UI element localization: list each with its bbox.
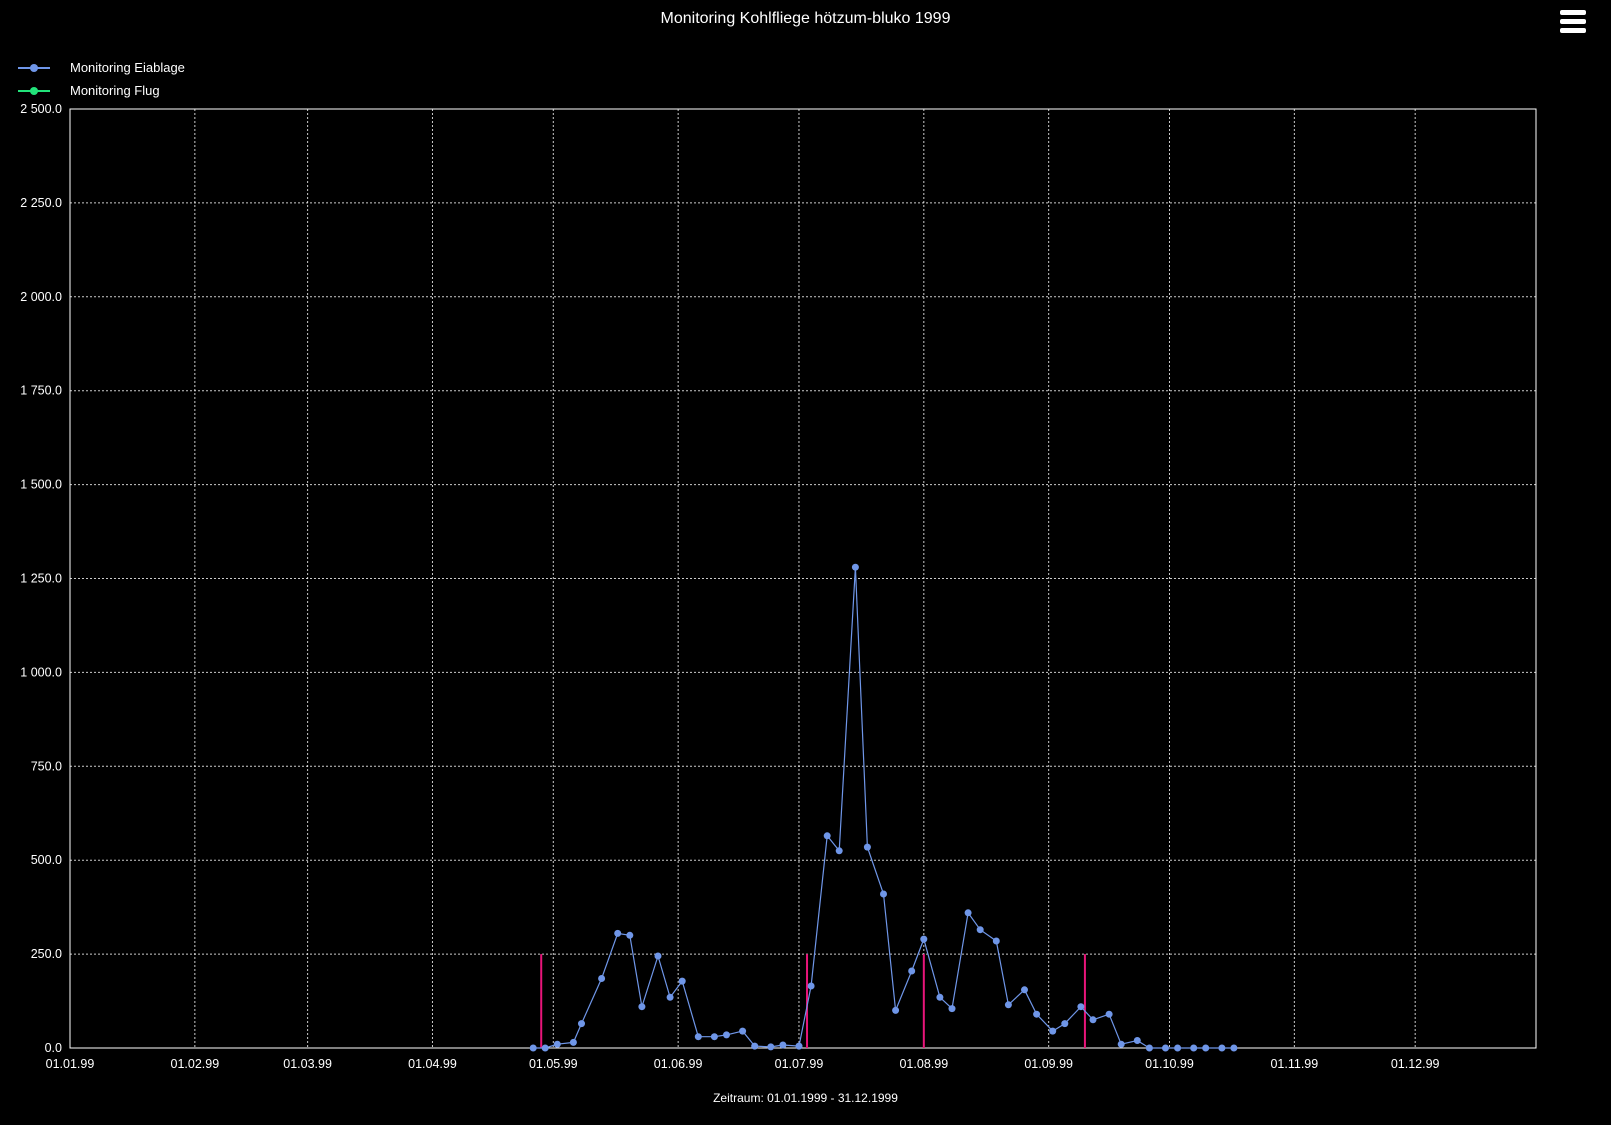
hamburger-menu-button[interactable]	[1560, 10, 1586, 36]
x-tick-label: 01.07.99	[775, 1057, 824, 1071]
hamburger-icon-bar	[1560, 28, 1586, 33]
data-point	[666, 993, 674, 1001]
data-point	[654, 952, 662, 960]
series-line-0	[533, 567, 1234, 1049]
data-point	[1202, 1044, 1210, 1052]
x-tick-label: 01.08.99	[899, 1057, 948, 1071]
data-point	[541, 1044, 549, 1052]
data-point	[1230, 1044, 1238, 1052]
data-point	[710, 1033, 718, 1041]
data-point	[1049, 1027, 1057, 1035]
data-point	[964, 909, 972, 917]
hamburger-icon-bar	[1560, 19, 1586, 24]
data-point	[1105, 1010, 1113, 1018]
data-point	[626, 931, 634, 939]
x-tick-label: 01.12.99	[1391, 1057, 1440, 1071]
data-point	[529, 1044, 537, 1052]
data-point	[723, 1031, 730, 1039]
y-tick-label: 750.0	[31, 759, 62, 773]
data-point	[936, 993, 944, 1001]
data-point	[880, 890, 887, 898]
x-tick-label: 01.02.99	[171, 1057, 220, 1071]
data-point	[553, 1040, 561, 1048]
data-point	[1145, 1044, 1153, 1052]
data-point	[779, 1041, 787, 1049]
data-point	[1218, 1044, 1226, 1052]
y-tick-label: 2 000.0	[20, 290, 62, 304]
data-point	[767, 1043, 775, 1051]
data-point	[1033, 1010, 1041, 1018]
data-point	[678, 977, 686, 985]
data-point	[835, 847, 843, 855]
data-point	[1117, 1040, 1125, 1048]
chart-title: Monitoring Kohlfliege hötzum-bluko 1999	[660, 10, 951, 27]
data-point	[807, 982, 815, 990]
data-point	[1190, 1044, 1198, 1052]
x-tick-label: 01.06.99	[654, 1057, 703, 1071]
data-point	[976, 926, 984, 934]
x-axis-label: Zeitraum: 01.01.1999 - 31.12.1999	[713, 1091, 898, 1105]
data-point	[614, 929, 622, 937]
x-tick-label: 01.11.99	[1270, 1057, 1318, 1071]
data-point	[751, 1042, 759, 1050]
data-point	[892, 1006, 900, 1014]
data-point	[1162, 1044, 1169, 1052]
legend-label-flug: Monitoring Flug	[70, 83, 160, 98]
x-tick-label: 01.10.99	[1145, 1057, 1194, 1071]
legend-swatch-eiablage	[18, 62, 50, 74]
data-point	[1077, 1003, 1085, 1011]
x-tick-label: 01.09.99	[1024, 1057, 1073, 1071]
data-point	[795, 1042, 803, 1050]
x-tick-label: 01.04.99	[408, 1057, 457, 1071]
data-point	[569, 1038, 577, 1046]
data-point	[598, 975, 606, 982]
legend-swatch-flug	[18, 85, 50, 97]
legend-item-eiablage[interactable]: Monitoring Eiablage	[18, 60, 185, 75]
data-point	[578, 1020, 585, 1028]
y-tick-label: 1 000.0	[20, 665, 62, 679]
data-point	[920, 935, 928, 943]
data-point	[1061, 1020, 1069, 1028]
data-point	[992, 937, 1000, 945]
data-point	[739, 1027, 747, 1035]
legend-item-flug[interactable]: Monitoring Flug	[18, 83, 160, 98]
y-tick-label: 1 500.0	[20, 478, 62, 492]
data-point	[948, 1005, 956, 1013]
data-point	[694, 1033, 702, 1041]
data-point	[1021, 986, 1028, 994]
y-tick-label: 250.0	[31, 947, 62, 961]
data-point	[823, 832, 831, 840]
hamburger-icon	[1560, 10, 1586, 15]
y-tick-label: 2 250.0	[20, 196, 62, 210]
x-tick-label: 01.01.99	[46, 1057, 95, 1071]
y-tick-label: 0.0	[45, 1041, 62, 1055]
data-point	[1004, 1001, 1012, 1009]
data-point	[908, 967, 916, 975]
data-point	[851, 563, 859, 571]
legend-label-eiablage: Monitoring Eiablage	[70, 60, 185, 75]
data-point	[863, 843, 871, 851]
data-point	[1174, 1044, 1182, 1052]
y-tick-label: 1 250.0	[20, 572, 62, 586]
y-tick-label: 1 750.0	[20, 384, 62, 398]
y-tick-label: 2 500.0	[20, 102, 62, 116]
x-tick-label: 01.05.99	[529, 1057, 578, 1071]
data-point	[1133, 1037, 1141, 1044]
data-point	[638, 1003, 646, 1011]
x-tick-label: 01.03.99	[283, 1057, 332, 1071]
y-tick-label: 500.0	[31, 853, 62, 867]
data-point	[1089, 1016, 1097, 1024]
